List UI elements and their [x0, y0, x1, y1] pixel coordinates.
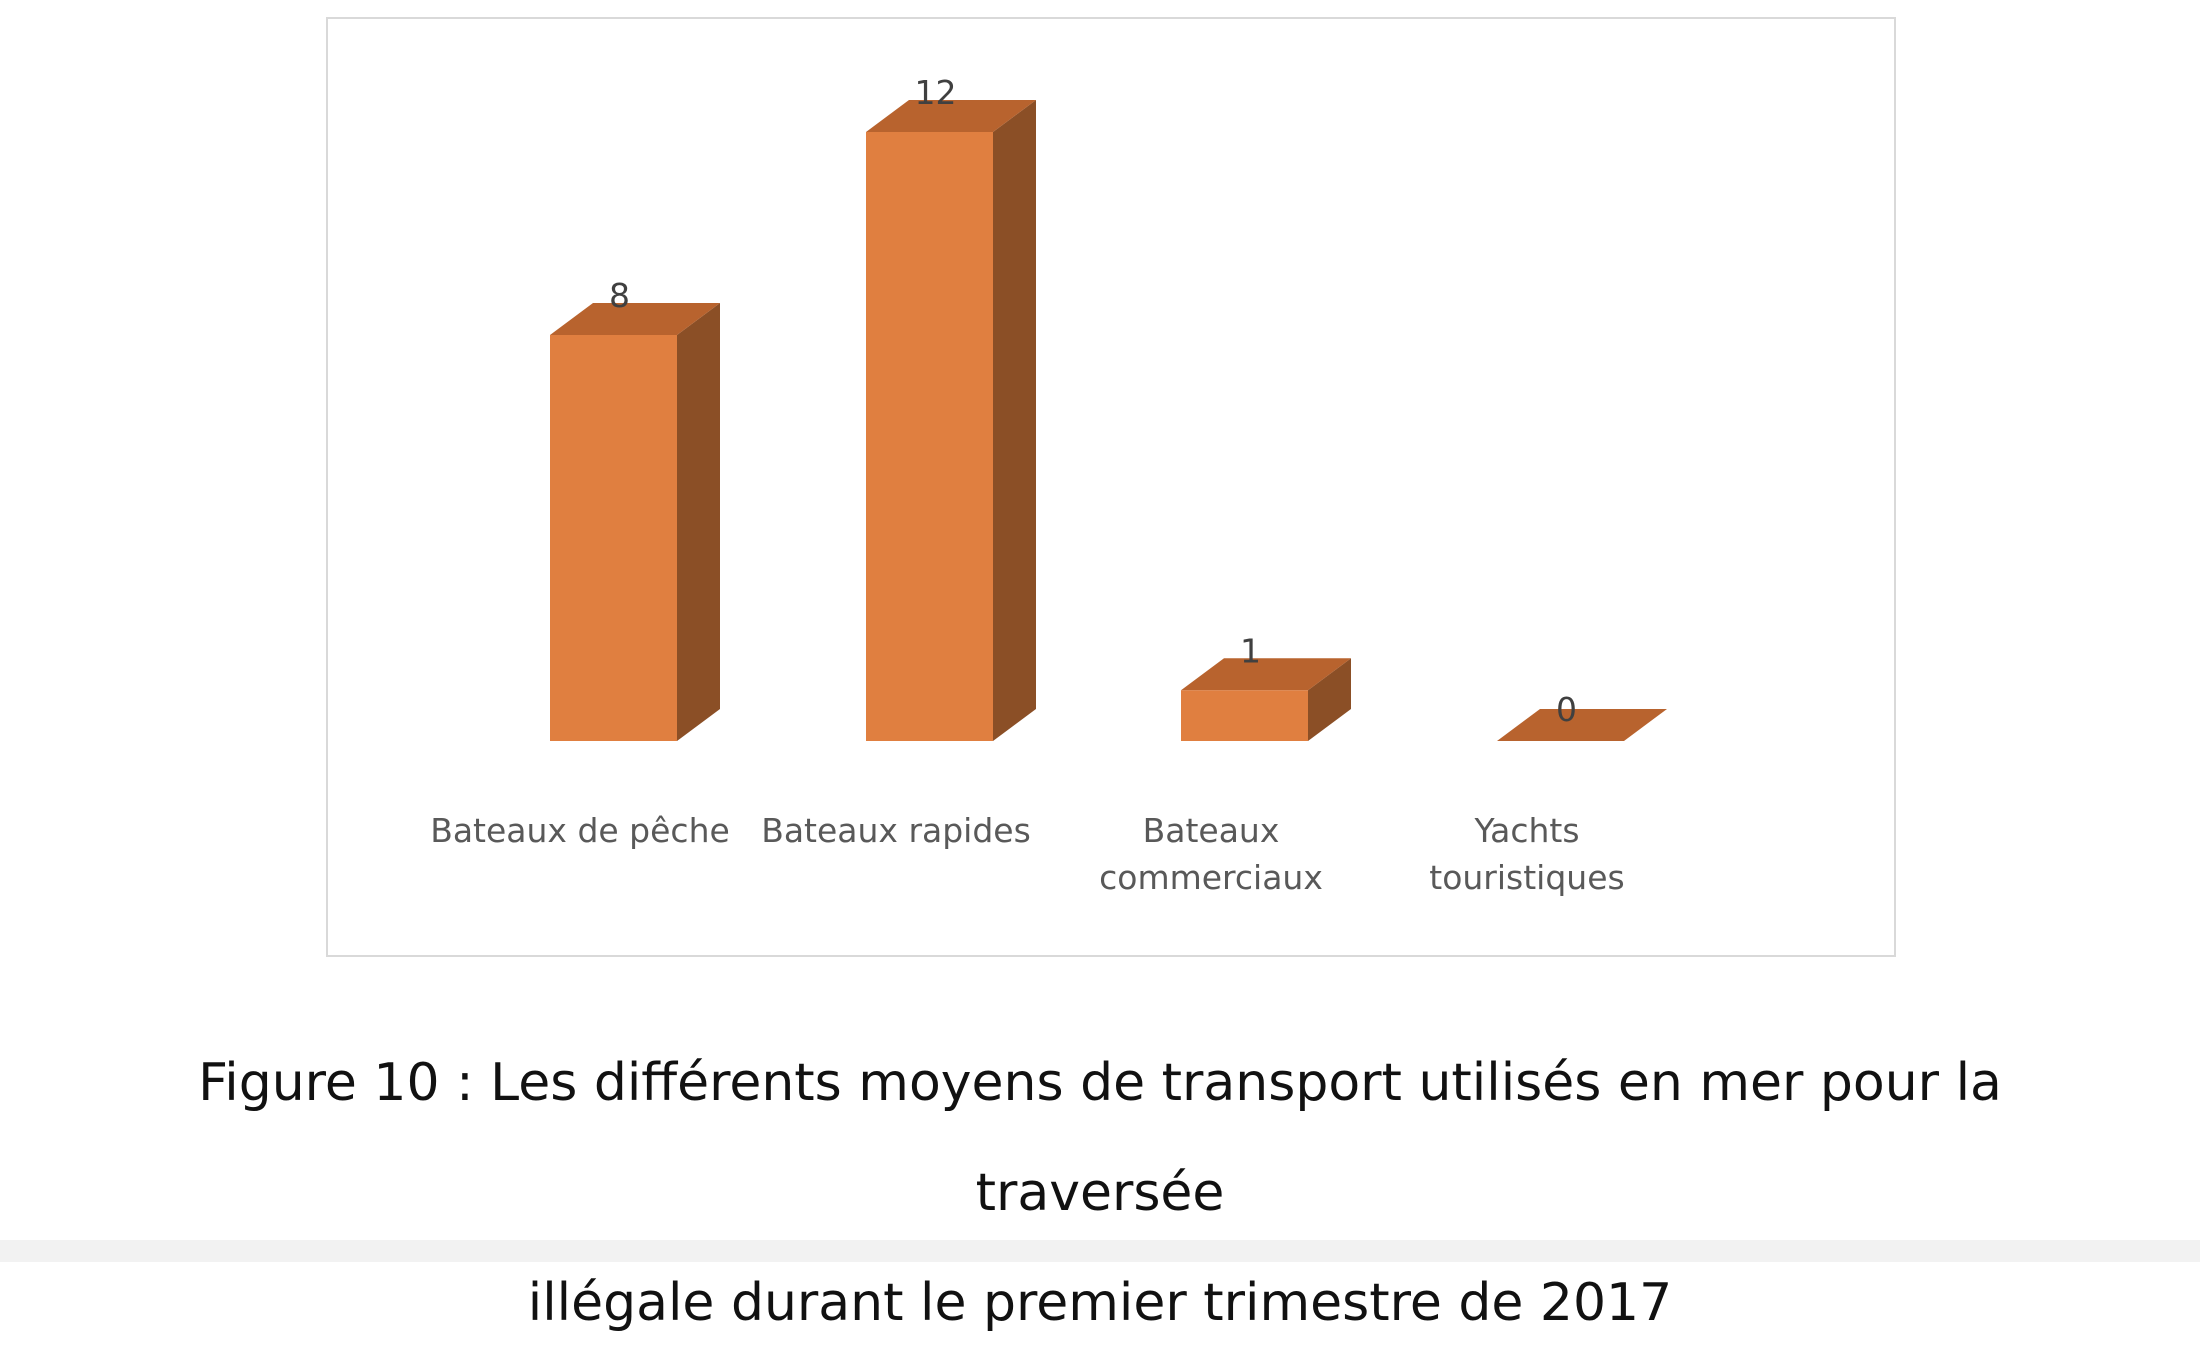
category-label-3-line-0: Yachts [1473, 811, 1579, 850]
bar-front-0 [550, 335, 677, 741]
bar-side-2 [1308, 658, 1351, 741]
bar-chart: 8 Bateaux de pêche 12 Bateaux rapides 1 Batea… [430, 73, 1667, 897]
bar-top-1 [866, 100, 1036, 132]
data-label-3: 0 [1556, 690, 1577, 729]
bar-top-3 [1497, 709, 1667, 741]
caption-line-2: illégale durant le premier trimestre de … [527, 1273, 1673, 1333]
data-label-1: 12 [915, 73, 957, 112]
category-label-1: Bateaux rapides [761, 811, 1031, 850]
bar-front-1 [866, 132, 993, 741]
data-label-0: 8 [609, 276, 630, 315]
category-label-0: Bateaux de pêche [430, 811, 730, 850]
category-label-2-line-1: commerciaux [1099, 858, 1323, 897]
data-label-2: 1 [1240, 631, 1261, 670]
bar-top-0 [550, 303, 720, 335]
category-label-3-line-1: touristiques [1429, 858, 1624, 897]
category-label-2-line-0: Bateaux [1143, 811, 1280, 850]
bar-front-2 [1181, 690, 1308, 741]
figure-caption: Figure 10 : Les différents moyens de tra… [100, 1028, 2100, 1358]
bar-top-2 [1181, 658, 1351, 691]
bar-side-0 [677, 303, 720, 741]
caption-line-1: Figure 10 : Les différents moyens de tra… [198, 1053, 2002, 1223]
bar-side-1 [993, 100, 1036, 741]
page-bottom-strip [0, 1240, 2200, 1262]
